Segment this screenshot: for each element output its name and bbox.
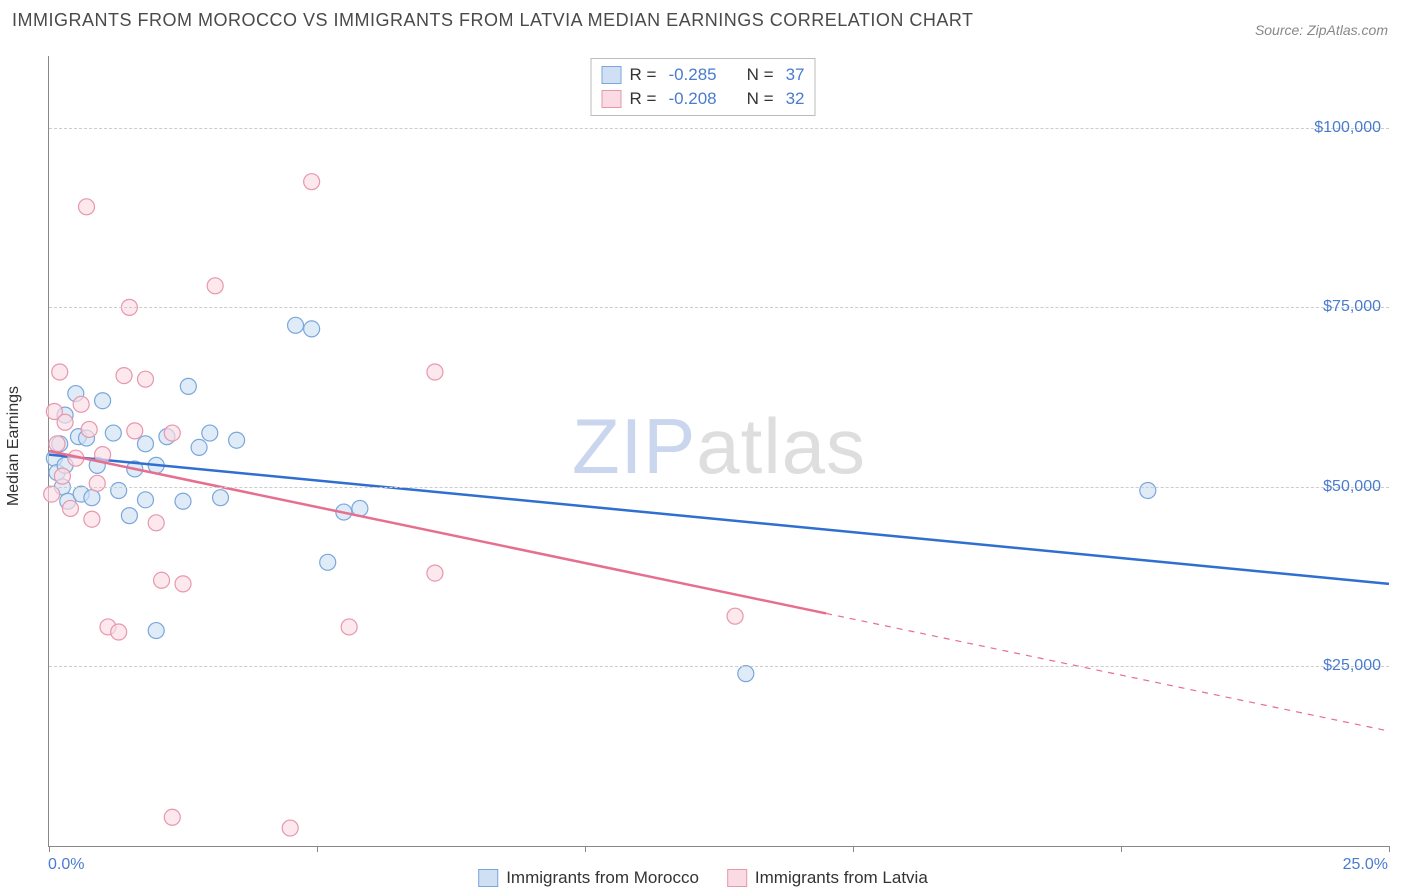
correlation-legend-row: R = -0.208 N = 32	[602, 87, 805, 111]
x-tick	[585, 846, 586, 852]
gridline	[49, 487, 1389, 488]
scatter-point-morocco	[95, 393, 111, 409]
legend-n-label: N =	[747, 65, 774, 85]
y-tick-label: $75,000	[1323, 298, 1381, 316]
y-tick-label: $25,000	[1323, 657, 1381, 675]
y-axis-title: Median Earnings	[5, 386, 23, 506]
x-tick	[49, 846, 50, 852]
legend-swatch-latvia	[602, 90, 622, 108]
scatter-point-latvia	[154, 572, 170, 588]
x-tick	[317, 846, 318, 852]
scatter-point-morocco	[137, 436, 153, 452]
series-legend-label: Immigrants from Morocco	[506, 868, 699, 888]
scatter-point-morocco	[105, 425, 121, 441]
y-tick-label: $50,000	[1323, 478, 1381, 496]
scatter-point-latvia	[116, 368, 132, 384]
scatter-point-morocco	[84, 490, 100, 506]
gridline	[49, 666, 1389, 667]
scatter-point-latvia	[137, 371, 153, 387]
scatter-point-latvia	[84, 511, 100, 527]
scatter-point-latvia	[148, 515, 164, 531]
gridline	[49, 128, 1389, 129]
scatter-point-latvia	[81, 421, 97, 437]
x-tick	[1389, 846, 1390, 852]
scatter-point-latvia	[427, 565, 443, 581]
scatter-point-latvia	[282, 820, 298, 836]
trend-line-morocco	[49, 455, 1389, 584]
scatter-point-morocco	[229, 432, 245, 448]
legend-r-label: R =	[630, 65, 657, 85]
scatter-point-latvia	[54, 468, 70, 484]
scatter-point-morocco	[121, 508, 137, 524]
scatter-point-latvia	[73, 396, 89, 412]
scatter-point-latvia	[175, 576, 191, 592]
scatter-point-latvia	[44, 486, 60, 502]
plot-area: ZIPatlas $25,000$50,000$75,000$100,000	[48, 56, 1389, 847]
y-tick-label: $100,000	[1314, 119, 1381, 137]
x-tick	[1121, 846, 1122, 852]
scatter-point-morocco	[180, 378, 196, 394]
scatter-point-latvia	[57, 414, 73, 430]
scatter-point-morocco	[304, 321, 320, 337]
legend-r-value: -0.208	[668, 89, 716, 109]
scatter-point-latvia	[304, 174, 320, 190]
scatter-point-morocco	[738, 666, 754, 682]
series-legend: Immigrants from Morocco Immigrants from L…	[478, 868, 928, 888]
scatter-point-latvia	[164, 809, 180, 825]
scatter-point-morocco	[288, 317, 304, 333]
scatter-point-morocco	[137, 492, 153, 508]
series-legend-label: Immigrants from Latvia	[755, 868, 928, 888]
scatter-point-latvia	[427, 364, 443, 380]
scatter-point-latvia	[79, 199, 95, 215]
trend-line-extrapolated-latvia	[826, 613, 1389, 731]
x-tick-label: 0.0%	[48, 856, 84, 874]
scatter-point-latvia	[62, 500, 78, 516]
legend-swatch-morocco	[602, 66, 622, 84]
scatter-point-latvia	[111, 624, 127, 640]
scatter-point-latvia	[341, 619, 357, 635]
correlation-legend: R = -0.285 N = 37 R = -0.208 N = 32	[591, 58, 816, 116]
legend-r-value: -0.285	[668, 65, 716, 85]
scatter-point-morocco	[191, 439, 207, 455]
scatter-point-morocco	[202, 425, 218, 441]
x-tick-label: 25.0%	[1343, 856, 1388, 874]
scatter-point-latvia	[207, 278, 223, 294]
scatter-point-morocco	[1140, 483, 1156, 499]
legend-swatch-morocco	[478, 869, 498, 887]
scatter-point-morocco	[213, 490, 229, 506]
x-tick	[853, 846, 854, 852]
correlation-legend-row: R = -0.285 N = 37	[602, 63, 805, 87]
legend-swatch-latvia	[727, 869, 747, 887]
scatter-point-latvia	[52, 364, 68, 380]
scatter-point-morocco	[148, 623, 164, 639]
scatter-point-latvia	[89, 475, 105, 491]
scatter-point-latvia	[127, 423, 143, 439]
scatter-point-latvia	[49, 436, 65, 452]
scatter-point-latvia	[164, 425, 180, 441]
series-legend-item: Immigrants from Latvia	[727, 868, 928, 888]
legend-n-value: 37	[786, 65, 805, 85]
source-attribution: Source: ZipAtlas.com	[1255, 22, 1388, 38]
scatter-point-latvia	[727, 608, 743, 624]
scatter-point-morocco	[175, 493, 191, 509]
legend-n-label: N =	[747, 89, 774, 109]
gridline	[49, 307, 1389, 308]
legend-n-value: 32	[786, 89, 805, 109]
plot-svg	[49, 56, 1389, 846]
scatter-point-morocco	[111, 483, 127, 499]
series-legend-item: Immigrants from Morocco	[478, 868, 699, 888]
trend-line-latvia	[49, 451, 826, 613]
chart-title: IMMIGRANTS FROM MOROCCO VS IMMIGRANTS FR…	[12, 10, 974, 31]
scatter-point-morocco	[320, 554, 336, 570]
legend-r-label: R =	[630, 89, 657, 109]
